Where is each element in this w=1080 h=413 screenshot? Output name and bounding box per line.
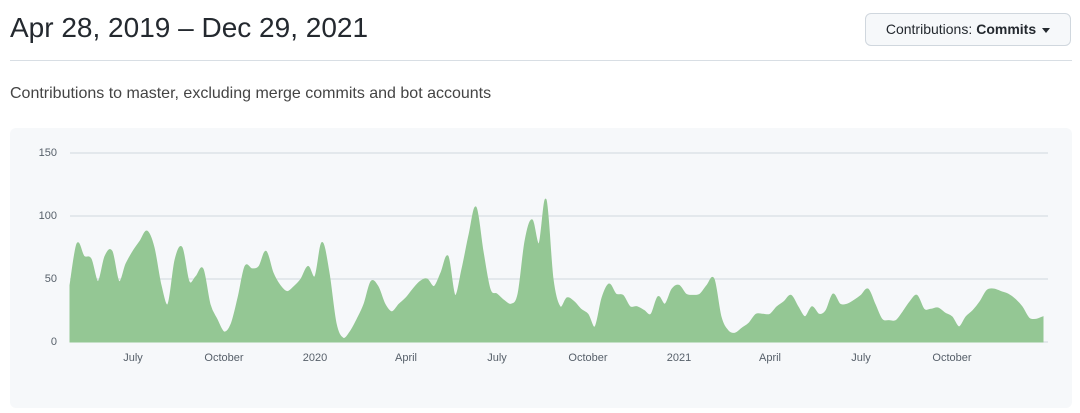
x-tick-label: 2021 xyxy=(667,352,691,364)
title: Apr 28, 2019 – Dec 29, 2021 xyxy=(10,12,369,43)
x-tick-label: October xyxy=(932,352,971,364)
x-tick-label: October xyxy=(568,352,607,364)
divider xyxy=(10,60,1072,61)
y-tick-label: 100 xyxy=(39,210,57,222)
caret xyxy=(1042,27,1051,33)
y-tick-label: 50 xyxy=(45,273,57,285)
area xyxy=(69,199,1044,343)
button-value: Commits xyxy=(976,21,1037,37)
x-tick-label: July xyxy=(123,352,143,364)
button-label: Contributions: xyxy=(885,21,973,37)
x-tick-label: July xyxy=(487,352,507,364)
contributions-button[interactable]: Contributions: Commits xyxy=(865,13,1071,46)
x-tick-label: April xyxy=(759,352,781,364)
y-tick-label: 150 xyxy=(39,147,57,159)
x-tick-label: 2020 xyxy=(303,352,327,364)
subtitle: Contributions to master, excluding merge… xyxy=(10,85,492,102)
x-tick-label: April xyxy=(395,352,417,364)
y-tick-label: 0 xyxy=(51,336,57,348)
x-tick-label: July xyxy=(851,352,871,364)
x-tick-label: October xyxy=(204,352,243,364)
